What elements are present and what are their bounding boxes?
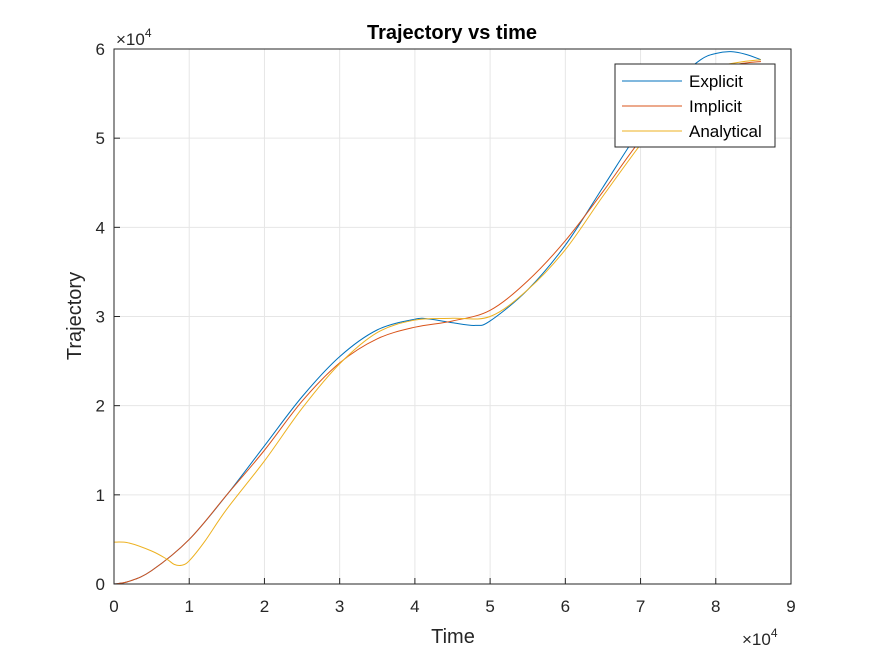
y-exponent-label: ×104 [116, 26, 152, 49]
x-axis-title: Time [431, 626, 475, 648]
x-tick-label: 1 [184, 597, 193, 616]
x-tick-label: 3 [335, 597, 344, 616]
axis-ticks: 0 1 2 3 4 5 6 7 8 9 0 1 2 3 4 5 6 [96, 40, 796, 616]
y-exponent-power: 4 [145, 26, 152, 40]
x-tick-label: 2 [260, 597, 269, 616]
y-tick-label: 2 [96, 397, 105, 416]
y-tick-label: 3 [96, 308, 105, 327]
x-tick-label: 9 [786, 597, 795, 616]
x-tick-label: 0 [109, 597, 118, 616]
y-tick-label: 0 [96, 575, 105, 594]
x-tick-label: 6 [561, 597, 570, 616]
x-exponent-base: ×10 [742, 630, 771, 649]
y-tick-label: 4 [96, 218, 105, 237]
x-tick-label: 5 [485, 597, 494, 616]
x-tick-label: 4 [410, 597, 419, 616]
y-exponent-base: ×10 [116, 30, 145, 49]
y-tick-label: 6 [96, 40, 105, 59]
chart-title: Trajectory vs time [367, 22, 537, 44]
legend-label-explicit: Explicit [689, 72, 743, 91]
x-exponent-power: 4 [771, 626, 778, 640]
y-tick-label: 5 [96, 129, 105, 148]
y-axis-title: Trajectory [64, 272, 86, 360]
legend: Explicit Implicit Analytical [614, 63, 776, 148]
x-exponent-label: ×104 [742, 626, 778, 649]
legend-label-implicit: Implicit [689, 97, 742, 116]
legend-label-analytical: Analytical [689, 122, 762, 141]
y-tick-label: 1 [96, 486, 105, 505]
x-tick-label: 7 [636, 597, 645, 616]
x-tick-label: 8 [711, 597, 720, 616]
